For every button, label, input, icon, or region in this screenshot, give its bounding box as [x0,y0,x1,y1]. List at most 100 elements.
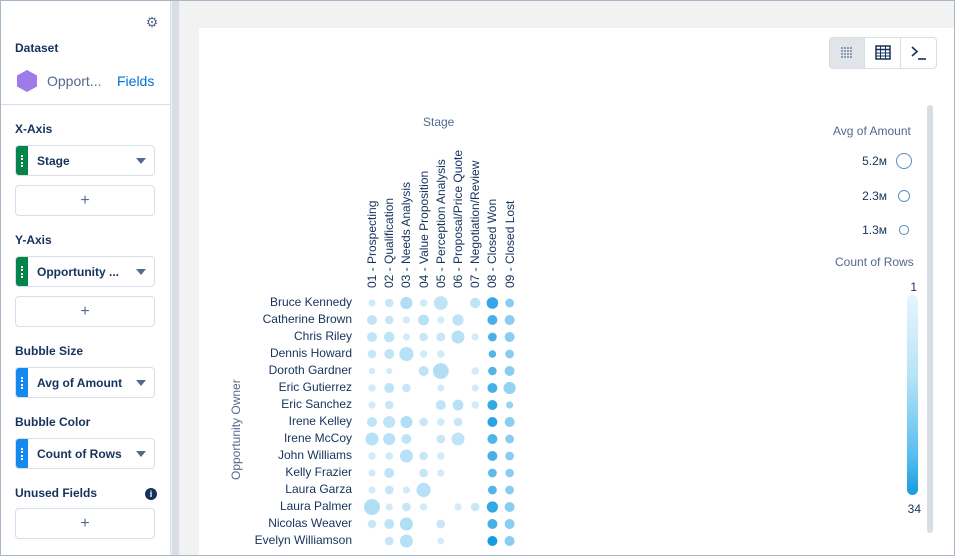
bubble-point[interactable] [419,468,428,478]
bubble-point[interactable] [402,316,410,324]
fields-link[interactable]: Fields [117,73,155,89]
bubble-point[interactable] [454,503,462,511]
bubble-point[interactable] [432,363,449,379]
bubble-point[interactable] [504,536,515,546]
x-axis-field-pill[interactable]: Stage [15,145,155,176]
bubble-point[interactable] [452,314,464,326]
bubble-point[interactable] [419,503,428,511]
bubble-point[interactable] [416,482,431,498]
bubble-point[interactable] [384,315,394,325]
bubble-point[interactable] [504,519,515,529]
bubble-point[interactable] [368,401,376,409]
bubble-point[interactable] [435,400,446,410]
bubble-point[interactable] [471,384,479,392]
bubble-point[interactable] [505,298,514,308]
bubble-point[interactable] [486,501,498,513]
bubble-point[interactable] [384,468,395,478]
measure-drag-handle[interactable] [16,439,28,468]
bubble-point[interactable] [471,333,479,341]
bubble-point[interactable] [504,417,515,427]
chevron-down-icon[interactable] [136,380,146,386]
bubble-point[interactable] [367,417,377,427]
bubble-point[interactable] [384,485,394,495]
bubble-point[interactable] [385,503,393,511]
bubble-point[interactable] [487,434,498,444]
measure-drag-handle[interactable] [16,368,28,397]
bubble-point[interactable] [419,350,428,358]
bubble-point[interactable] [487,519,498,529]
bubble-point[interactable] [368,384,376,392]
bubble-point[interactable] [383,433,396,445]
bubble-point[interactable] [384,349,395,359]
bubble-point[interactable] [401,434,412,444]
bubble-point[interactable] [488,485,497,495]
bubble-point[interactable] [470,297,481,309]
bubble-point[interactable] [399,449,413,463]
bubble-point[interactable] [383,331,395,343]
bubble-point[interactable] [384,536,394,546]
bubble-point[interactable] [419,332,428,342]
y-axis-add-button[interactable]: + [15,296,155,327]
bubble-point[interactable] [505,434,514,444]
bubble-point[interactable] [402,486,410,494]
bubble-point[interactable] [504,332,515,342]
bubble-point[interactable] [437,384,445,392]
bubble-point[interactable] [505,349,514,359]
bubble-point[interactable] [487,400,498,410]
bubble-point[interactable] [437,350,445,358]
query-editor-icon[interactable] [901,37,937,69]
dimension-drag-handle[interactable] [16,146,28,175]
y-axis-field-pill[interactable]: Opportunity ... [15,256,155,287]
bubble-point[interactable] [386,367,393,375]
dimension-drag-handle[interactable] [16,257,28,286]
bubble-point[interactable] [437,537,445,545]
bubble-point[interactable] [506,401,514,409]
bubble-point[interactable] [418,314,429,326]
bubble-point[interactable] [418,366,429,376]
bubble-point[interactable] [471,401,480,409]
bubble-point[interactable] [451,330,465,344]
bubble-point[interactable] [402,333,410,341]
bubble-point[interactable] [433,296,448,310]
bubble-point[interactable] [367,315,377,325]
bubble-point[interactable] [504,315,515,325]
bubble-point[interactable] [399,517,413,531]
bubble-point[interactable] [486,297,499,309]
bubble-point[interactable] [367,519,377,529]
bubble-point[interactable] [505,451,514,461]
dataset-name[interactable]: Opport... [47,73,102,89]
bubble-point[interactable] [367,332,377,342]
bubble-point[interactable] [487,383,498,393]
bubble-point[interactable] [399,346,414,362]
bubble-point[interactable] [488,332,497,342]
bubble-point[interactable] [487,451,498,461]
bubble-point[interactable] [504,502,515,512]
bubble-point[interactable] [367,349,377,359]
bubble-point[interactable] [453,417,463,427]
bubble-point[interactable] [419,299,428,307]
bubble-point[interactable] [470,502,480,512]
bubble-point[interactable] [505,468,514,478]
bubble-point[interactable] [436,332,446,342]
bubble-point[interactable] [436,434,446,444]
bubble-point[interactable] [505,485,514,495]
chevron-down-icon[interactable] [136,451,146,457]
bubble-point[interactable] [503,381,516,395]
bubble-point[interactable] [368,367,376,375]
bubble-point[interactable] [364,499,380,515]
bubble-point[interactable] [400,296,413,310]
bubble-point[interactable] [419,417,428,427]
bubble-point[interactable] [487,536,498,546]
bubble-point[interactable] [487,315,498,325]
bubble-point[interactable] [365,432,379,446]
unused-fields-add-button[interactable]: + [15,508,155,539]
bubble-point[interactable] [384,519,395,529]
bubble-point[interactable] [384,400,394,410]
bubble-point[interactable] [437,418,445,426]
bubble-point[interactable] [471,367,480,375]
bubble-color-field-pill[interactable]: Count of Rows [15,438,155,469]
bubble-point[interactable] [488,468,497,478]
chevron-down-icon[interactable] [136,158,146,164]
bubble-point[interactable] [383,416,396,428]
bubble-point[interactable] [488,366,497,376]
